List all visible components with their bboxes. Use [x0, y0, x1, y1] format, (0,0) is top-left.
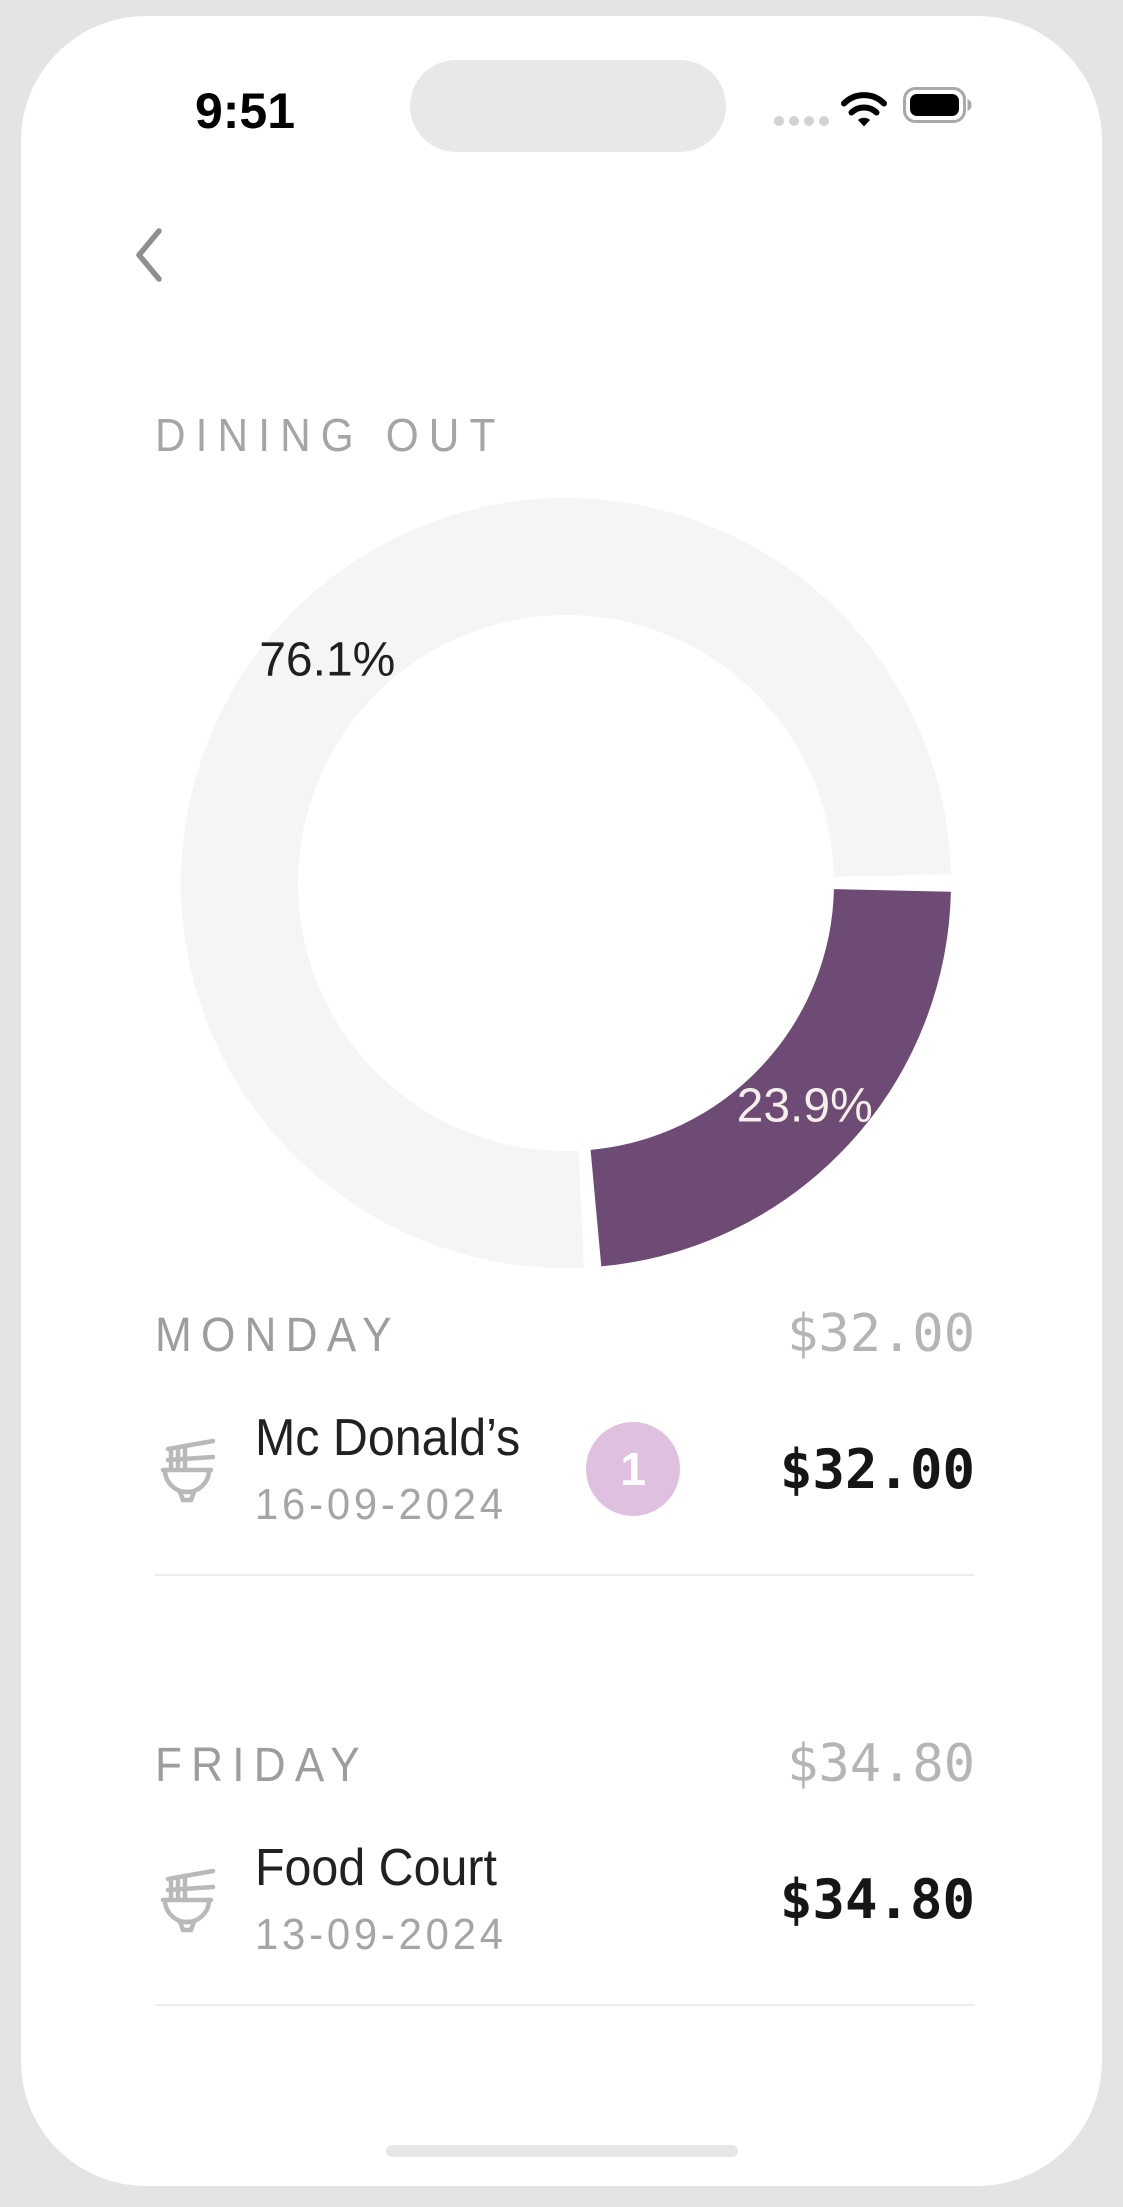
day-total: $32.00 [787, 1304, 975, 1364]
transaction-text: Food Court 13-09-2024 [255, 1838, 520, 1960]
transaction-row[interactable]: Mc Donald’s 16-09-2024 1 $32.00 [155, 1408, 975, 1530]
merchant-name: Food Court [255, 1839, 497, 1897]
page-title: DINING OUT [155, 409, 506, 461]
day-section-friday: FRIDAY $34.80 Food Court 13-09-2024 [155, 1734, 975, 2006]
divider [155, 1574, 975, 1576]
day-total: $34.80 [787, 1734, 975, 1794]
noodle-bowl-icon [160, 1868, 216, 1933]
section-header: FRIDAY $34.80 [155, 1734, 975, 1794]
count-badge: 1 [586, 1422, 681, 1516]
donut-slice-label: 76.1% [259, 634, 395, 687]
spending-donut-chart: 23.9% 76.1% [176, 493, 956, 1273]
transaction-row[interactable]: Food Court 13-09-2024 $34.80 [155, 1838, 975, 1960]
donut-slice-1 [181, 498, 951, 1268]
chevron-left-icon [136, 227, 162, 282]
status-time: 9:51 [194, 83, 296, 139]
day-label: MONDAY [155, 1309, 401, 1362]
donut-slice-0 [589, 888, 951, 1267]
day-label: FRIDAY [155, 1739, 369, 1792]
merchant-name: Mc Donald’s [255, 1409, 521, 1467]
noodle-bowl-icon [160, 1438, 216, 1503]
transaction-amount: $32.00 [779, 1437, 975, 1501]
transaction-date: 16-09-2024 [255, 1480, 507, 1529]
day-section-monday: MONDAY $32.00 Mc Donald’s 16-09-2024 [155, 1304, 975, 1576]
transaction-amount: $34.80 [779, 1867, 975, 1931]
back-button[interactable] [117, 220, 181, 292]
dynamic-island [410, 60, 726, 152]
battery-icon [903, 87, 972, 123]
divider [155, 2004, 975, 2006]
transaction-date: 13-09-2024 [255, 1910, 507, 1959]
wifi-icon [841, 92, 887, 127]
donut-slice-label: 23.9% [737, 1079, 873, 1132]
home-indicator[interactable] [386, 2145, 738, 2157]
cellular-signal-icon [774, 116, 829, 126]
transaction-text: Mc Donald’s 16-09-2024 [255, 1408, 540, 1530]
section-header: MONDAY $32.00 [155, 1304, 975, 1364]
phone-screen: 9:51 DINING OUT 23.9% 76.1% MONDAY $32.00 [21, 16, 1102, 2186]
